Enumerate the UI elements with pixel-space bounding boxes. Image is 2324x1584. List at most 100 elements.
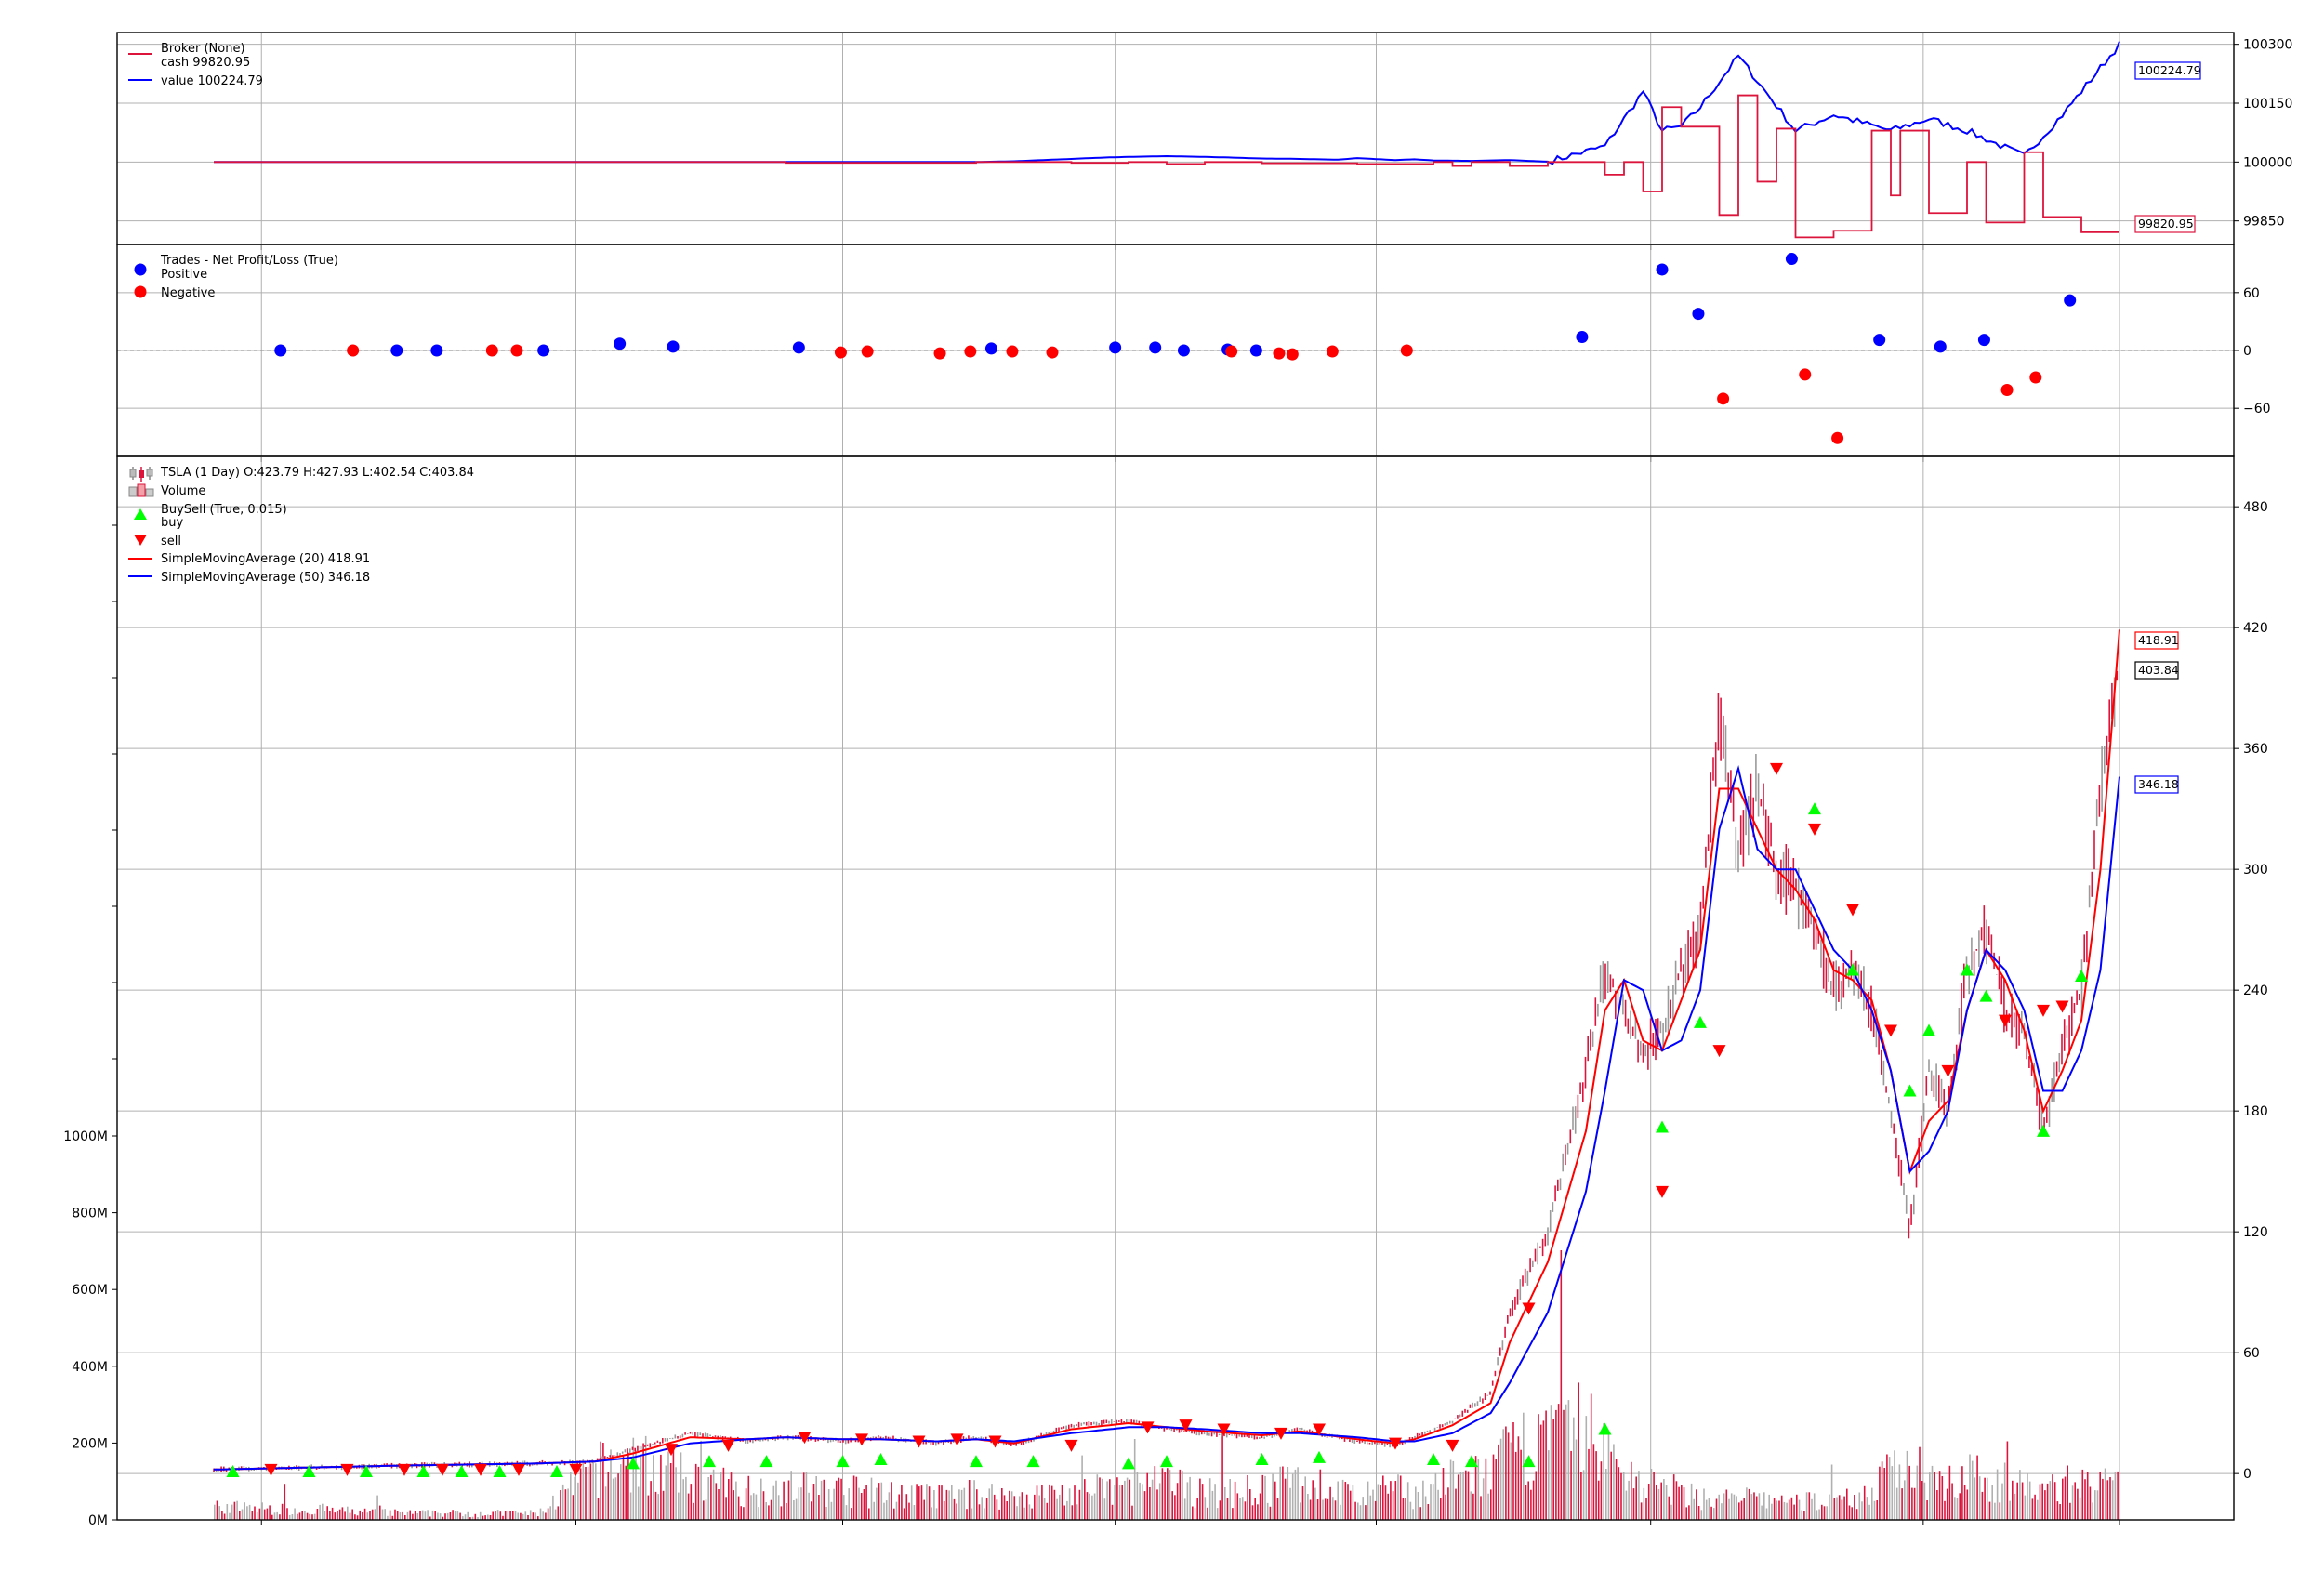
- volume-bar: [1728, 1498, 1730, 1520]
- volume-bar: [1868, 1504, 1870, 1520]
- volume-bar: [795, 1498, 798, 1520]
- volume-bar: [2064, 1476, 2067, 1520]
- volume-bar: [291, 1514, 294, 1520]
- volume-bar: [1106, 1481, 1108, 1520]
- volume-bar: [2104, 1468, 2106, 1520]
- volume-bar: [1895, 1487, 1898, 1520]
- volume-bar: [1548, 1450, 1550, 1520]
- sell-marker: [912, 1435, 926, 1448]
- volume-bar: [913, 1505, 916, 1520]
- volume-bar: [905, 1494, 908, 1520]
- volume-bar: [840, 1478, 842, 1520]
- volume-bar: [233, 1501, 236, 1520]
- volume-bar: [1066, 1500, 1068, 1520]
- buy-marker: [550, 1465, 563, 1477]
- volume-bar: [1142, 1484, 1143, 1520]
- volume-bar: [1289, 1487, 1291, 1520]
- volume-bar: [1472, 1493, 1474, 1520]
- positive-trade-point: [1934, 340, 1947, 353]
- volume-bar: [1249, 1489, 1251, 1520]
- volume-bar: [1354, 1501, 1356, 1520]
- volume-bar: [2049, 1481, 2052, 1520]
- volume-bar: [1520, 1449, 1522, 1520]
- volume-bar: [1465, 1470, 1467, 1520]
- close-end-label: 403.84: [2138, 663, 2179, 677]
- volume-bar: [1462, 1472, 1464, 1520]
- sell-marker: [1217, 1423, 1231, 1436]
- volume-bar: [1384, 1485, 1387, 1520]
- volume-bar: [326, 1506, 328, 1520]
- volume-bar: [705, 1499, 707, 1520]
- volume-bar: [1858, 1492, 1861, 1520]
- volume-bar: [1941, 1476, 1944, 1520]
- volume-bar: [865, 1485, 867, 1520]
- positive-trade-point: [792, 341, 805, 354]
- legend-trades-title: Trades - Net Profit/Loss (True): [160, 254, 338, 268]
- volume-bar: [1149, 1487, 1151, 1520]
- volume-bar: [1670, 1504, 1672, 1520]
- volume-bar: [319, 1504, 321, 1520]
- volume-bar: [442, 1516, 444, 1520]
- sell-marker: [798, 1432, 812, 1445]
- volume-bar: [366, 1512, 369, 1520]
- volume-bar: [1730, 1493, 1733, 1520]
- volume-bar: [281, 1503, 284, 1520]
- volume-bar: [266, 1508, 269, 1520]
- sma20-end-label: 418.91: [2138, 633, 2179, 647]
- volume-bar: [1309, 1499, 1312, 1520]
- volume-bar: [1886, 1454, 1888, 1520]
- volume-bar: [1490, 1489, 1492, 1520]
- legend-sell-marker: [134, 535, 147, 546]
- volume-bar: [1437, 1489, 1439, 1520]
- volume-bar: [389, 1510, 391, 1520]
- volume-bar: [745, 1488, 747, 1520]
- legend-sma50-label: SimpleMovingAverage (50) 346.18: [161, 571, 370, 585]
- volume-bar: [517, 1512, 519, 1520]
- volume-bar: [1838, 1495, 1841, 1520]
- volume-bar: [1956, 1498, 1959, 1520]
- volume-bar: [1294, 1469, 1297, 1520]
- volume-bar: [637, 1486, 640, 1520]
- volume-bar: [620, 1464, 622, 1520]
- volume-bar: [294, 1508, 296, 1520]
- volume-tick-label: 400M: [72, 1360, 108, 1375]
- volume-bar: [1116, 1477, 1118, 1520]
- volume-bar: [1161, 1468, 1164, 1520]
- volume-bar: [1773, 1498, 1776, 1520]
- volume-bar: [1908, 1465, 1910, 1520]
- volume-bar: [1010, 1491, 1013, 1520]
- volume-bar: [758, 1507, 759, 1520]
- legend-negative-label: Negative: [161, 286, 215, 300]
- volume-bar: [845, 1505, 848, 1520]
- positive-trade-point: [274, 344, 287, 357]
- buy-marker: [1694, 1015, 1707, 1028]
- volume-bar: [1723, 1493, 1725, 1520]
- volume-bar: [223, 1513, 226, 1520]
- volume-bar: [1640, 1502, 1643, 1520]
- volume-bar: [617, 1473, 619, 1520]
- volume-bar: [547, 1508, 549, 1520]
- volume-bar: [496, 1510, 499, 1520]
- volume-bar: [1189, 1476, 1191, 1520]
- y-tick-label: 60: [2243, 286, 2260, 301]
- negative-trade-point: [347, 344, 360, 357]
- volume-bar: [1440, 1498, 1442, 1520]
- volume-bar: [1207, 1507, 1208, 1520]
- volume-bar: [1013, 1496, 1016, 1520]
- volume-bar: [1603, 1423, 1604, 1520]
- volume-bar: [1665, 1485, 1668, 1520]
- volume-bar: [1158, 1483, 1161, 1520]
- volume-bar: [1059, 1494, 1061, 1520]
- volume-bar: [1748, 1488, 1750, 1520]
- volume-bar: [1866, 1497, 1868, 1520]
- volume-bar: [1300, 1502, 1301, 1520]
- volume-bar: [1307, 1494, 1309, 1520]
- volume-bar: [226, 1504, 229, 1520]
- positive-trade-point: [984, 342, 997, 355]
- volume-bar: [823, 1479, 825, 1520]
- volume-bar: [479, 1511, 482, 1520]
- volume-bar: [1830, 1464, 1833, 1520]
- sell-marker: [1446, 1439, 1459, 1452]
- broker-panel: 100300 100150 100000 99850 Broker (None) ca…: [116, 32, 2292, 250]
- volume-bar: [1071, 1505, 1074, 1520]
